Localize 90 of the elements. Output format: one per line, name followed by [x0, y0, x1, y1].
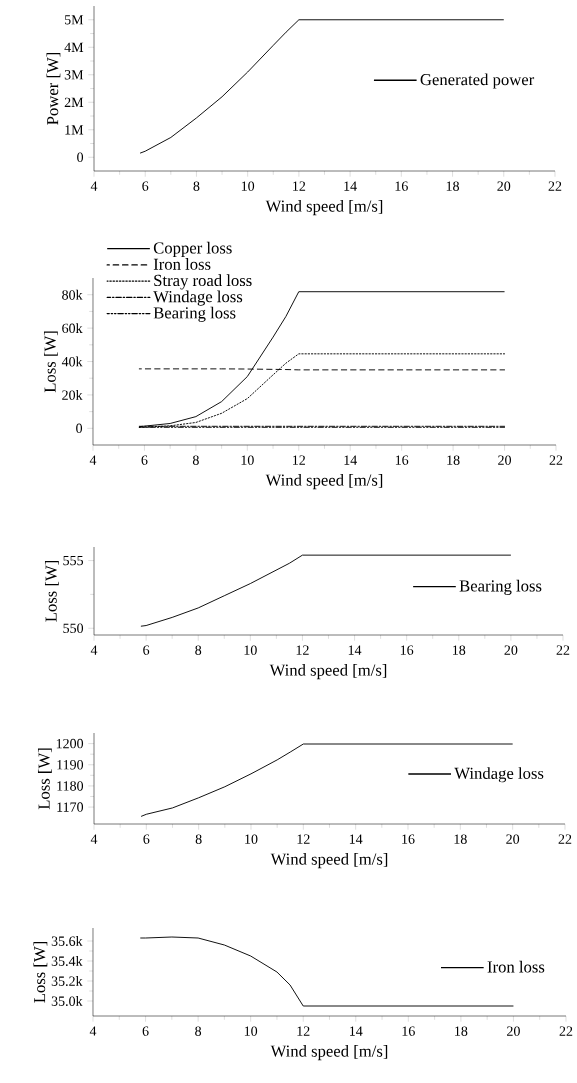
legend-label: Windage loss	[454, 767, 544, 783]
x-tick-label: 12	[296, 645, 309, 655]
x-tick-label: 16	[395, 455, 409, 465]
legend-label: Iron loss	[153, 258, 211, 270]
y-tick-label: 35.0k	[51, 996, 83, 1006]
legend-label: Iron loss	[487, 960, 545, 973]
y-tick-label: 5M	[64, 15, 84, 25]
x-tick-label: 12	[297, 1026, 310, 1036]
y-tick-label: 1M	[65, 125, 84, 135]
x-tick-label: 4	[89, 1026, 97, 1036]
x-tick-label: 8	[192, 455, 199, 465]
y-tick-label: 80k	[62, 289, 83, 300]
y-axis-title: Loss [W]	[37, 748, 52, 810]
x-tick-label: 6	[141, 455, 148, 465]
x-tick-label: 14	[348, 645, 362, 655]
x-tick-label: 14	[344, 181, 357, 191]
x-tick-label: 20	[497, 181, 511, 191]
x-tick-label: 12	[293, 455, 306, 465]
y-tick-label: 20k	[62, 390, 83, 400]
y-axis-title: Loss [W]	[44, 561, 59, 622]
x-tick-label: 18	[447, 455, 460, 465]
x-axis-title: Wind speed [m/s]	[270, 853, 388, 869]
y-tick-label: 4M	[64, 42, 84, 52]
x-tick-label: 10	[244, 1026, 258, 1036]
x-tick-label: 16	[395, 181, 408, 191]
y-tick-label: 60k	[62, 323, 83, 334]
x-tick-label: 4	[90, 181, 98, 191]
x-tick-label: 20	[507, 1026, 520, 1036]
x-tick-label: 10	[244, 645, 257, 655]
x-tick-label: 6	[142, 1026, 149, 1036]
x-tick-label: 20	[504, 645, 518, 655]
x-tick-label: 4	[90, 834, 98, 844]
x-tick-label: 16	[402, 834, 415, 844]
x-tick-label: 12	[297, 834, 310, 844]
y-axis-title: Power [W]	[46, 52, 61, 125]
y-tick-label: 1190	[57, 760, 84, 770]
legend-label: Copper loss	[153, 241, 232, 257]
y-tick-label: 35.6k	[51, 936, 83, 946]
x-tick-label: 18	[454, 834, 467, 844]
x-tick-label: 22	[558, 834, 572, 844]
x-tick-label: 4	[89, 455, 97, 465]
x-axis-title: Wind speed [m/s]	[270, 1045, 388, 1061]
y-tick-label: 555	[63, 555, 84, 566]
x-tick-label: 20	[506, 834, 520, 844]
x-tick-label: 16	[402, 1026, 415, 1036]
x-axis-title: Wind speed [m/s]	[265, 200, 383, 216]
x-tick-label: 14	[350, 1026, 363, 1036]
x-tick-label: 12	[293, 181, 306, 191]
y-tick-label: 2M	[64, 97, 84, 107]
legend-label: Windage loss	[153, 290, 243, 306]
x-axis-title: Wind speed [m/s]	[269, 664, 387, 680]
x-tick-label: 20	[498, 455, 512, 465]
legend-label: Stray road loss	[154, 274, 252, 290]
y-tick-label: 0	[76, 423, 83, 434]
x-tick-label: 22	[549, 455, 563, 465]
y-tick-label: 1180	[57, 781, 84, 791]
x-tick-label: 14	[349, 834, 363, 844]
x-tick-label: 10	[241, 455, 254, 465]
y-tick-label: 35.2k	[51, 976, 83, 986]
x-tick-label: 10	[241, 181, 255, 191]
y-axis-title: Loss [W]	[33, 942, 48, 1003]
y-tick-label: 0	[77, 152, 84, 162]
y-tick-label: 1200	[56, 738, 84, 749]
x-tick-label: 22	[559, 1026, 573, 1036]
y-tick-label: 35.4k	[51, 956, 83, 966]
x-tick-label: 18	[455, 1026, 468, 1036]
y-axis-title: Loss [W]	[43, 331, 58, 393]
legend-label: Bearing loss	[459, 579, 542, 595]
x-tick-label: 10	[245, 834, 258, 844]
x-tick-label: 16	[400, 645, 414, 655]
x-tick-label: 8	[193, 181, 200, 191]
x-tick-label: 14	[344, 455, 357, 465]
x-tick-label: 8	[195, 1026, 202, 1036]
x-tick-label: 8	[195, 834, 202, 844]
y-tick-label: 550	[63, 623, 84, 633]
x-tick-label: 22	[548, 181, 562, 191]
y-tick-label: 1170	[57, 802, 84, 812]
x-axis-title: Wind speed [m/s]	[265, 474, 383, 490]
x-tick-label: 18	[446, 181, 460, 191]
x-tick-label: 6	[142, 181, 149, 191]
y-tick-label: 40k	[61, 356, 83, 367]
legend-label: Generated power	[420, 73, 535, 89]
legend-label: Bearing loss	[153, 306, 236, 322]
x-tick-label: 6	[143, 645, 150, 655]
y-tick-label: 3M	[64, 70, 84, 80]
x-tick-label: 22	[556, 645, 570, 655]
x-tick-label: 6	[143, 834, 150, 844]
x-tick-label: 18	[453, 645, 466, 655]
x-tick-label: 8	[195, 645, 202, 655]
x-tick-label: 4	[90, 645, 98, 655]
